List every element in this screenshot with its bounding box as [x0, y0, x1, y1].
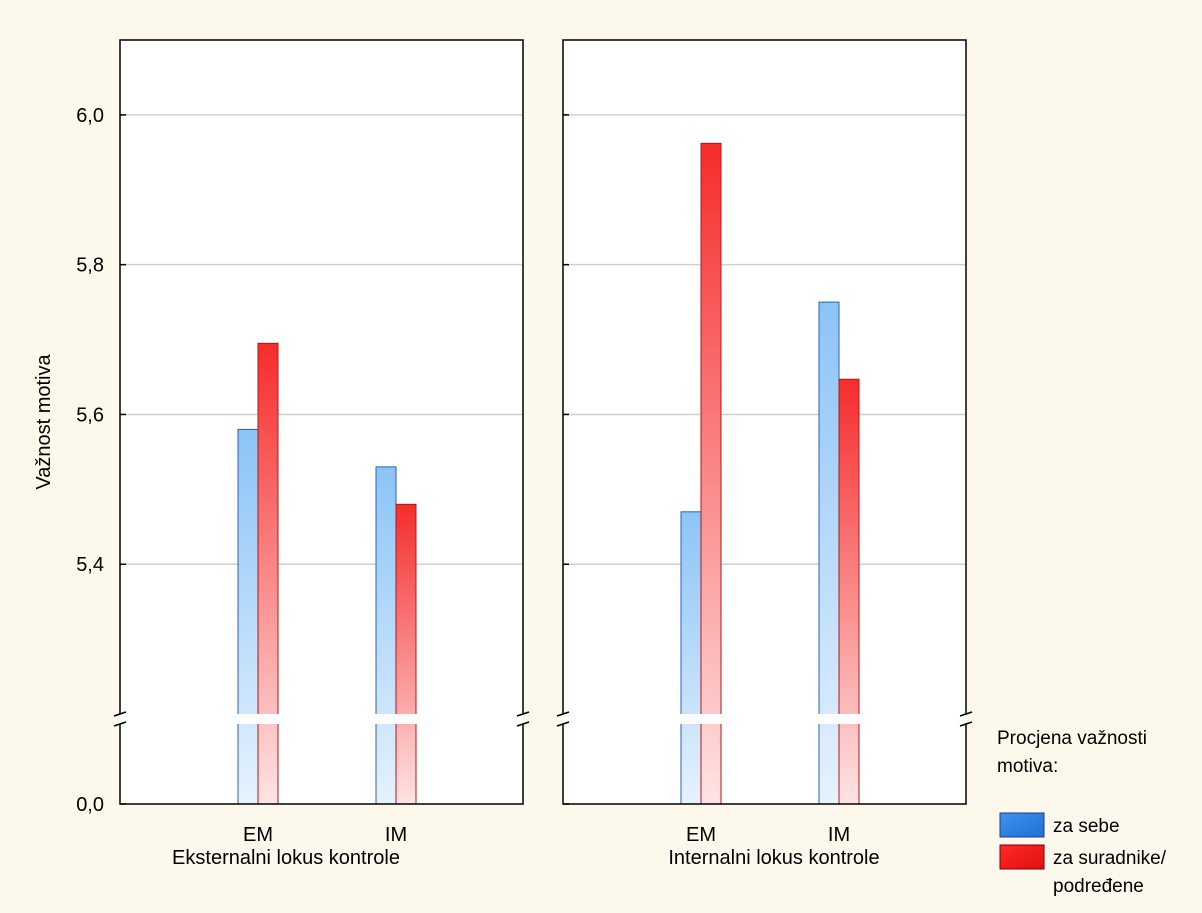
x-tick-label: EM: [243, 824, 273, 846]
bar-za-sebe-em-panel-2: [680, 511, 702, 805]
bar-za-suradnike-im-panel-1: [395, 503, 417, 805]
y-tick-label: 0,0: [76, 794, 104, 816]
legend-title-line-2: motiva:: [997, 756, 1058, 777]
panel-1-plot-area: [120, 40, 523, 804]
legend-swatch-za-suradnike: [999, 844, 1045, 870]
panel-frames: [119, 39, 967, 805]
y-tick-label: 5,6: [76, 404, 104, 426]
bar-za-suradnike-em-panel-1: [257, 342, 279, 805]
panel-2-title: Internalni lokus kontrole: [668, 847, 879, 869]
grid-layer: [120, 114, 966, 565]
legend-title-line-1: Procjena važnosti: [997, 728, 1147, 749]
bar-za-sebe-im-panel-1: [375, 466, 397, 805]
y-tick-label: 5,8: [76, 255, 104, 277]
x-tick-label: EM: [686, 824, 716, 846]
bar-za-suradnike-em-panel-2: [700, 142, 722, 805]
bar-za-sebe-em-panel-1: [237, 428, 259, 805]
axis-break-markers: [113, 711, 973, 727]
axis-break-band: [114, 714, 972, 724]
legend: Procjena važnosti motiva: za sebe za sur…: [997, 728, 1167, 897]
legend-label-za-suradnike-line-2: podređene: [1053, 876, 1144, 897]
legend-swatch-za-sebe: [999, 812, 1045, 838]
y-tick-label: 5,4: [76, 554, 104, 576]
legend-label-za-suradnike-line-1: za suradnike/: [1053, 848, 1167, 869]
bar-za-sebe-im-panel-2: [818, 301, 840, 805]
bar-za-suradnike-im-panel-2: [838, 378, 860, 805]
panel-2-plot-area: [563, 40, 966, 804]
axis-break-band-panel-2: [563, 714, 966, 724]
x-tick-label: IM: [385, 824, 407, 846]
y-tick-label: 6,0: [76, 105, 104, 127]
legend-label-za-sebe: za sebe: [1053, 816, 1120, 837]
panel-1-title: Eksternalni lokus kontrole: [172, 847, 400, 869]
axis-break-band-panel-1: [120, 714, 523, 724]
y-axis-label: Važnost motiva: [33, 354, 55, 490]
x-label-layer: EM IM EM IM: [243, 824, 850, 846]
x-tick-label: IM: [828, 824, 850, 846]
y-tick-layer: 0,0 5,4 5,6 5,8 6,0: [76, 105, 569, 816]
